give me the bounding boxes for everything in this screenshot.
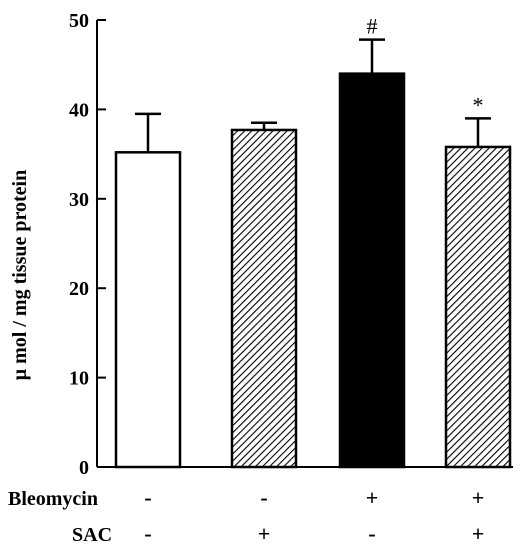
y-tick-label-50: 50 bbox=[69, 10, 89, 32]
condition-sign-1-3: + bbox=[472, 521, 485, 546]
condition-sign-0-2: + bbox=[366, 485, 379, 510]
y-tick-label-30: 30 bbox=[69, 189, 89, 211]
condition-sign-0-1: - bbox=[260, 485, 267, 510]
bar-1 bbox=[230, 128, 298, 469]
condition-sign-1-1: + bbox=[258, 521, 271, 546]
annotation-3: * bbox=[473, 92, 484, 117]
y-axis-label: μ mol / mg tissue protein bbox=[9, 170, 31, 380]
bar-2 bbox=[338, 72, 406, 469]
condition-sign-0-3: + bbox=[472, 485, 485, 510]
bar-3 bbox=[444, 145, 512, 469]
condition-sign-1-0: - bbox=[144, 521, 151, 546]
y-tick-label-40: 40 bbox=[69, 99, 89, 121]
bar-0 bbox=[114, 151, 182, 469]
condition-name-sac: SAC bbox=[72, 524, 112, 546]
condition-table: Bleomycin - - + + SAC - + - + bbox=[8, 485, 484, 546]
condition-sign-0-0: - bbox=[144, 485, 151, 510]
annotation-2: # bbox=[367, 14, 378, 39]
y-tick-label-0: 0 bbox=[79, 457, 89, 479]
bars: #* bbox=[114, 14, 512, 469]
y-axis: 0 10 20 30 40 50 bbox=[69, 10, 106, 479]
condition-name-bleomycin: Bleomycin bbox=[8, 488, 98, 510]
y-tick-label-20: 20 bbox=[69, 278, 89, 300]
condition-sign-1-2: - bbox=[368, 521, 375, 546]
y-tick-label-10: 10 bbox=[69, 368, 89, 390]
